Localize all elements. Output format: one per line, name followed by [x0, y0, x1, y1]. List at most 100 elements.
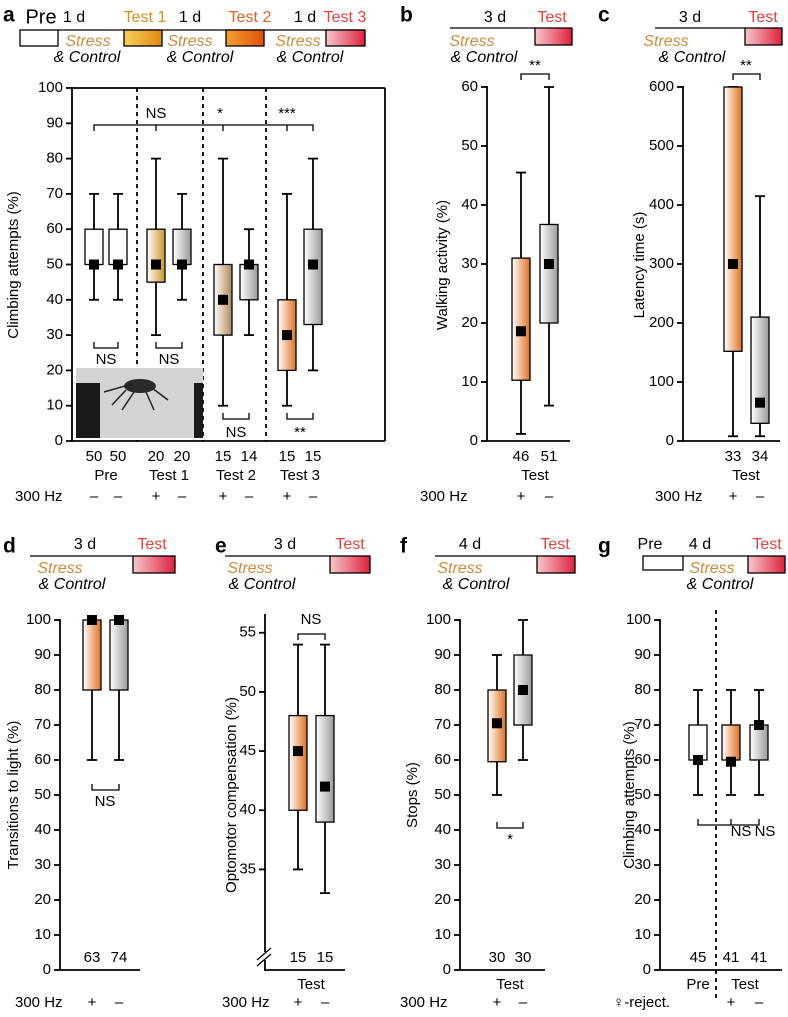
row-label: 300 Hz — [400, 994, 448, 1011]
treatment: – — [755, 994, 764, 1011]
y-tick-label: 90 — [434, 646, 451, 663]
timeline-label: Test — [537, 9, 567, 26]
y-tick-label: 50 — [461, 137, 478, 154]
y-tick-label: 20 — [461, 314, 478, 331]
treatment: + — [517, 488, 526, 505]
y-tick-label: 0 — [470, 432, 478, 449]
y-tick-label: 70 — [434, 716, 451, 733]
median — [218, 294, 228, 305]
timeline-label: & Control — [229, 576, 296, 593]
significance: NS — [301, 611, 322, 628]
y-tick-label: 20 — [34, 891, 51, 908]
group-label: Pre — [94, 467, 117, 484]
sample-size: 50 — [110, 448, 127, 465]
timeline-label: & Control — [443, 576, 510, 593]
median — [726, 756, 736, 767]
significance-bracket — [155, 342, 183, 349]
y-tick-label: 40 — [461, 196, 478, 213]
timeline-block — [642, 555, 684, 571]
y-tick-label: 80 — [34, 681, 51, 698]
panel-letter: d — [3, 535, 16, 558]
group-label: Test 2 — [216, 467, 256, 484]
median — [282, 330, 292, 341]
treatment: – — [309, 488, 318, 505]
treatment: + — [493, 994, 502, 1011]
box — [84, 228, 104, 266]
y-tick-label: 600 — [649, 78, 674, 95]
treatment: – — [756, 488, 765, 505]
treatment: + — [219, 488, 228, 505]
y-tick-label: 10 — [34, 926, 51, 943]
significance-bracket — [520, 73, 550, 80]
group-label: Test 1 — [149, 467, 189, 484]
group-label: Test — [732, 467, 760, 484]
timeline-label: 3 d — [679, 9, 701, 26]
significance-bracket — [297, 633, 326, 640]
y-tick-label: 500 — [649, 137, 674, 154]
significance: *** — [278, 105, 296, 122]
sample-size: 15 — [317, 949, 334, 966]
median — [114, 615, 124, 625]
timeline-label: Test 2 — [229, 9, 272, 26]
y-axis-label: Walking activity (%) — [434, 200, 451, 330]
treatment: + — [294, 994, 303, 1011]
significance: NS — [755, 823, 776, 840]
y-tick-label: 20 — [434, 891, 451, 908]
axis-break — [256, 953, 272, 967]
box — [315, 714, 335, 823]
group-label: Test — [496, 976, 524, 993]
significance: * — [507, 831, 513, 848]
box — [749, 724, 769, 761]
median — [754, 720, 764, 730]
timeline-label: 1 d — [179, 9, 201, 26]
y-tick-label: 60 — [34, 751, 51, 768]
y-tick-label: 100 — [38, 79, 63, 96]
median — [113, 259, 123, 270]
y-tick-label: 80 — [434, 681, 451, 698]
timeline-label: & Control — [659, 49, 726, 66]
sample-size: 41 — [751, 949, 768, 966]
y-tick-label: 80 — [634, 681, 651, 698]
significance-bracket — [93, 342, 119, 349]
significance: NS — [95, 793, 116, 810]
box — [239, 263, 259, 301]
y-tick-label: 60 — [461, 78, 478, 95]
timeline-label: & Control — [687, 576, 754, 593]
sample-size: 14 — [241, 448, 258, 465]
sample-size: 74 — [111, 949, 128, 966]
panel-letter: f — [400, 535, 408, 558]
treatment: – — [545, 488, 554, 505]
box — [511, 257, 531, 381]
y-tick-label: 90 — [46, 114, 63, 131]
significance-bracket — [222, 413, 250, 420]
timeline-label: & Control — [54, 49, 121, 66]
timeline-label: Test — [540, 536, 570, 553]
treatment: – — [245, 488, 254, 505]
box — [109, 619, 129, 691]
y-axis-label: Stops (%) — [404, 762, 421, 828]
axis-break-gap — [257, 952, 273, 960]
y-axis-label: Latency time (s) — [631, 212, 648, 319]
y-tick-label: 90 — [634, 646, 651, 663]
row-label: 300 Hz — [655, 488, 703, 505]
timeline-label: 3 d — [274, 536, 296, 553]
y-tick-label: 40 — [434, 821, 451, 838]
y-tick-label: 30 — [634, 856, 651, 873]
y-tick-label: 50 — [34, 786, 51, 803]
sample-size: 41 — [723, 949, 740, 966]
box — [82, 619, 102, 691]
treatment: + — [152, 488, 161, 505]
timeline-label: Pre — [638, 536, 663, 553]
timeline-label: & Control — [167, 49, 234, 66]
significance: * — [217, 105, 223, 122]
box — [146, 228, 166, 283]
timeline-label: Test 1 — [124, 9, 167, 26]
median — [308, 259, 318, 270]
row-label: 300 Hz — [15, 994, 63, 1011]
group-label: Pre — [686, 976, 709, 993]
significance-bracket — [697, 819, 760, 826]
y-tick-label: 10 — [434, 926, 451, 943]
